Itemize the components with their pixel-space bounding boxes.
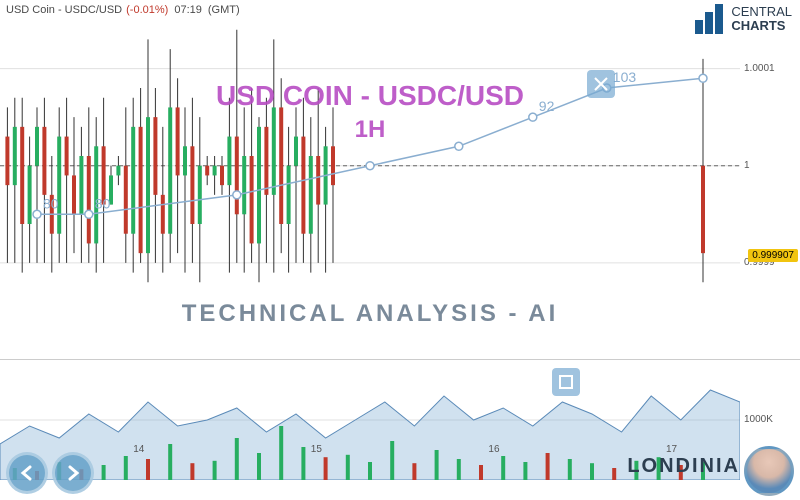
chart-header: USD Coin - USDC/USD (-0.01%) 07:19 (GMT) <box>0 0 800 20</box>
nav-next-button[interactable] <box>52 452 94 494</box>
avatar-icon[interactable] <box>744 446 794 496</box>
price-change: (-0.01%) <box>126 4 168 16</box>
x-tick-label: 16 <box>488 444 499 455</box>
svg-text:80: 80 <box>43 195 59 211</box>
nav-buttons <box>6 452 94 494</box>
svg-text:92: 92 <box>539 98 555 114</box>
price-chart-area[interactable]: 808092103 USD COIN - USDC/USD 1H TECHNIC… <box>0 20 800 360</box>
svg-text:80: 80 <box>95 195 111 211</box>
chart-footer: LONDINIA <box>0 460 800 500</box>
price-y-axis: 1.000110.99990.999907 <box>740 20 800 360</box>
pair-name: USD Coin - USDC/USD <box>6 4 122 16</box>
time: 07:19 <box>174 4 202 16</box>
current-price-badge: 0.999907 <box>748 249 798 262</box>
nav-prev-button[interactable] <box>6 452 48 494</box>
y-tick-label: 1.0001 <box>744 63 775 74</box>
x-tick-label: 14 <box>133 444 144 455</box>
x-tick-label: 15 <box>311 444 322 455</box>
candlestick-chart: 80 80 92 103 <box>0 20 740 360</box>
x-tick-label: 17 <box>666 444 677 455</box>
tool-icon-1[interactable] <box>587 70 615 98</box>
tool-icon-2[interactable] <box>552 368 580 396</box>
vol-y-tick: 1000K <box>744 414 773 425</box>
y-tick-label: 1 <box>744 160 750 171</box>
svg-text:103: 103 <box>613 69 637 85</box>
londinia-brand: LONDINIA <box>627 455 740 478</box>
timezone: (GMT) <box>208 4 240 16</box>
